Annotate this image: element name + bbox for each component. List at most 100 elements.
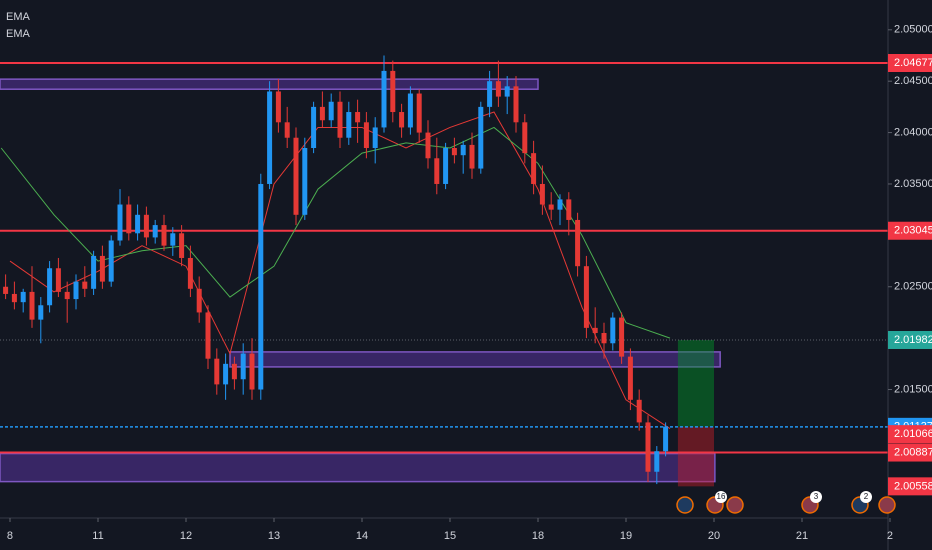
zone <box>229 351 721 368</box>
candle-body <box>337 101 343 138</box>
candle-body <box>240 353 246 380</box>
candle-body <box>575 219 581 267</box>
candle-body <box>495 81 501 97</box>
candle-body <box>636 399 642 423</box>
plot <box>0 55 888 487</box>
candle-body <box>38 305 44 320</box>
candle-body <box>416 93 422 133</box>
candle-body <box>601 333 607 344</box>
candle-body <box>249 353 255 390</box>
candle-body <box>91 255 97 289</box>
price-tag <box>888 54 932 73</box>
candle-body <box>55 268 61 292</box>
candle-body <box>443 148 449 184</box>
legend-entry: EMA <box>6 11 31 23</box>
candle-body <box>531 153 537 184</box>
candle-body <box>179 233 185 258</box>
candle-body <box>187 257 193 289</box>
event-count: 2 <box>864 492 869 501</box>
candle-body <box>161 225 167 246</box>
candle-body <box>504 86 510 97</box>
y-tick-label: 2.03500 <box>894 178 932 190</box>
candle-body <box>117 204 123 241</box>
candle-body <box>231 363 237 380</box>
event-icon <box>878 496 896 514</box>
candle-body <box>214 358 220 385</box>
candle-body <box>539 183 545 205</box>
x-tick-label: 13 <box>268 530 280 542</box>
candle-body <box>152 225 158 238</box>
price-tag-label: 2.00558 <box>894 480 932 492</box>
price-tag <box>888 330 932 349</box>
candle-body <box>284 122 290 138</box>
candle-body <box>143 214 149 238</box>
candle-body <box>29 291 35 320</box>
price-tag-label: 2.03045 <box>894 225 932 237</box>
candle-body <box>460 144 466 156</box>
candle-body <box>11 293 17 303</box>
candle-body <box>566 199 572 220</box>
y-tick-label: 2.02500 <box>894 281 932 293</box>
event-count: 3 <box>814 492 819 501</box>
x-tick-label: 8 <box>7 530 13 542</box>
candle-body <box>592 327 598 333</box>
candle-body <box>557 199 563 210</box>
candle-body <box>548 204 554 210</box>
candle-body <box>346 112 352 138</box>
x-tick-label: 21 <box>796 530 808 542</box>
candle-body <box>205 312 211 359</box>
price-tag-label: 2.01066 <box>894 428 932 440</box>
candle-body <box>3 286 9 294</box>
candle-body <box>363 122 369 148</box>
candle-body <box>47 268 53 306</box>
candle-body <box>513 86 519 123</box>
candle-body <box>583 266 589 328</box>
candle-body <box>425 132 431 159</box>
candle-body <box>355 112 361 123</box>
event-badge <box>715 491 727 503</box>
candle-body <box>126 204 132 234</box>
candle-body <box>390 70 396 113</box>
candle-body <box>522 122 528 154</box>
zone <box>0 78 539 90</box>
zone <box>0 452 716 483</box>
x-tick-label: 14 <box>356 530 368 542</box>
candle-body <box>619 317 625 357</box>
price-tag <box>888 425 932 444</box>
candle-body <box>170 233 176 246</box>
price-tag-label: 2.01982 <box>894 334 932 346</box>
candle-body <box>135 214 141 234</box>
price-axis: 2.05000 2.04500 2.04000 2.03500 2.02500 2.015… <box>7 24 932 542</box>
x-tick-label: 11 <box>92 530 103 542</box>
candle-body <box>381 70 387 128</box>
candle-body <box>258 183 264 390</box>
x-tick-label: 12 <box>180 530 192 542</box>
price-tag <box>888 221 932 240</box>
candle-body <box>108 240 114 282</box>
candle-body <box>399 112 405 128</box>
stop-box <box>677 426 714 487</box>
price-tag <box>888 477 932 496</box>
candle-body <box>267 91 273 184</box>
event-badge <box>810 491 822 503</box>
event-count: 16 <box>717 492 726 501</box>
candle-body <box>311 106 317 148</box>
event-icon <box>676 496 694 514</box>
price-tag-label: 2.04677 <box>894 57 932 69</box>
event-icons: 16 3 2 <box>676 491 896 514</box>
event-icon <box>726 496 744 514</box>
candle-body <box>407 93 413 128</box>
candle-body <box>196 288 202 313</box>
candle-body <box>434 158 440 184</box>
x-tick-label: 15 <box>444 530 456 542</box>
x-tick-label: 18 <box>532 530 544 542</box>
y-tick-label: 2.04000 <box>894 126 932 138</box>
candle-body <box>469 144 475 169</box>
target-box <box>677 339 714 427</box>
candle-body <box>293 137 299 215</box>
candle-body <box>223 363 229 385</box>
candle-body <box>64 291 70 300</box>
candle-body <box>73 281 79 300</box>
